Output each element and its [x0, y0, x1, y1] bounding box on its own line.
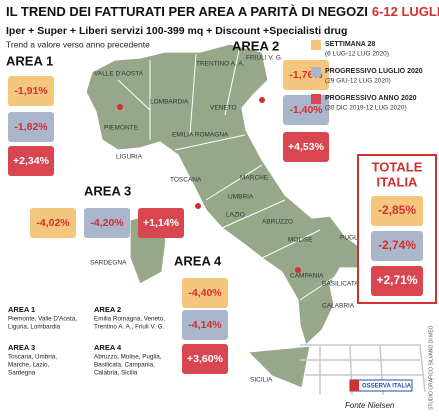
credit: STUDIO GRAFICO SILVANO DI MEO: [428, 325, 434, 410]
italy-mainland: [85, 43, 393, 347]
value-label: -1,82%: [14, 121, 48, 133]
region-label: SARDEGNA: [90, 260, 127, 267]
total-title: ITALIA: [377, 174, 419, 189]
region-label: TRENTINO A. A.: [196, 61, 245, 68]
total-value: +2,71%: [376, 273, 417, 287]
footnote-title: AREA 2: [94, 305, 121, 314]
value-box: [283, 132, 329, 162]
region-label: PIEMONTE: [104, 125, 139, 132]
value-label: +4,53%: [288, 141, 325, 153]
region-label: BASILICATA: [322, 281, 359, 288]
value-label: -4,14%: [188, 319, 222, 331]
footnote-text: Calabria, Sicilia: [94, 370, 138, 377]
region-label: LOMBARDIA: [150, 99, 189, 106]
legend-label: SETTIMANA 28: [325, 41, 375, 48]
region-label: TOSCANA: [170, 177, 202, 184]
region-label: ABRUZZO: [262, 219, 293, 226]
region-label: CAMPANIA: [290, 273, 324, 280]
legend-period: (29 GIU-12 LUG 2020): [325, 78, 391, 85]
legend-period: (30 DIC 2019-12 LUG 2020): [325, 105, 407, 112]
total-value-box: [371, 231, 423, 261]
footnote-text: Piemonte, Valle D'Aosta,: [8, 316, 77, 323]
value-label: -4,02%: [36, 217, 70, 229]
footnote-title: AREA 1: [8, 305, 35, 314]
footnote-title: AREA 3: [8, 343, 35, 352]
title-date: 6-12 LUGLIO 2020: [372, 4, 439, 19]
sicily: [246, 345, 311, 389]
area-label: AREA 3: [84, 183, 131, 198]
footnote-text: Basilicata, Campania,: [94, 362, 155, 369]
region-label: FRIULI V. G.: [246, 55, 283, 62]
footnote-text: Liguria, Lombardia: [8, 324, 61, 331]
region-label: SICILIA: [250, 377, 273, 384]
region-label: MARCHE: [240, 175, 269, 182]
value-box: [30, 208, 76, 238]
cart-decoration: [300, 344, 426, 396]
value-box: [8, 112, 54, 142]
region-label: EMILIA ROMAGNA: [172, 132, 229, 139]
value-label: +3,60%: [187, 353, 224, 365]
value-label: -4,20%: [90, 217, 124, 229]
footnote-text: Emilia Romagna, Veneto,: [94, 316, 165, 323]
region-label: VENETO: [210, 105, 237, 112]
region-label: UMBRIA: [228, 194, 254, 201]
footnotes: AREA 1 Piemonte, Valle D'Aosta,Liguria, L…: [8, 305, 165, 377]
title: IL TREND DEI FATTURATI PER AREA A PARITÀ…: [6, 4, 439, 19]
value-box: [138, 208, 184, 238]
area-label: AREA 4: [174, 253, 222, 268]
region-label: VALLE D'AOSTA: [94, 71, 144, 78]
logo-text: OSSERVA ITALIA: [362, 384, 412, 390]
legend-swatch: [311, 94, 321, 104]
total-title: TOTALE: [372, 159, 423, 174]
region-label: PUGLIA: [340, 235, 365, 242]
value-label: +1,14%: [143, 217, 180, 229]
legend-swatch: [311, 67, 321, 77]
value-box: [8, 146, 54, 176]
region-labels: VALLE D'AOSTA LOMBARDIA TRENTINO A. A.FRIU…: [90, 55, 365, 384]
region-borders: [117, 45, 346, 301]
area-marker: [295, 267, 301, 273]
value-label: -4,40%: [188, 287, 222, 299]
region-label: MOLISE: [288, 237, 313, 244]
note: Trend a valore verso anno precedente: [6, 39, 150, 49]
logo-icon: [350, 380, 359, 391]
area-label: AREA 1: [6, 53, 53, 68]
region-label: LIGURIA: [116, 154, 143, 161]
total-value-box: [371, 196, 423, 226]
footnote-text: Trentino A. A., Friuli V. G.: [94, 324, 164, 331]
area-marker: [117, 104, 123, 110]
value-label: +2,34%: [13, 155, 50, 167]
title-main: IL TREND DEI FATTURATI PER AREA A PARITÀ…: [6, 4, 368, 19]
value-box: [182, 310, 228, 340]
subtitle: Iper + Super + Liberi servizi 100-399 mq…: [6, 25, 347, 37]
area-label: AREA 2: [232, 38, 279, 53]
value-box: [84, 208, 130, 238]
total-value-box: [371, 266, 423, 296]
footnote-text: Abruzzo, Molise, Puglia,: [94, 354, 162, 361]
area-marker: [259, 97, 265, 103]
area-marker: [195, 203, 201, 209]
legend-label: PROGRESSIVO ANNO 2020: [325, 95, 417, 102]
value-label: -1,91%: [14, 85, 48, 97]
footnote-text: Toscana, Umbria,: [8, 354, 57, 361]
value-box: [182, 278, 228, 308]
total-values: -2,85% -2,74% +2,71%: [371, 196, 423, 296]
legend-swatch: [311, 40, 321, 50]
legend: SETTIMANA 28 (6 LUG-12 LUG 2020) PROGRESSI…: [311, 40, 423, 112]
value-label: -1,40%: [289, 104, 323, 116]
footnote-text: Marche, Lazio,: [8, 362, 50, 369]
total-value: -2,74%: [378, 238, 416, 252]
total-value: -2,85%: [378, 203, 416, 217]
footnote-text: Sardegna: [8, 370, 36, 377]
legend-label: PROGRESSIVO LUGLIO 2020: [325, 68, 423, 75]
value-box: [8, 76, 54, 106]
region-label: LAZIO: [226, 212, 245, 219]
areas: AREA 1-1,91%-1,82%+2,34%AREA 2-1,76%-1,4…: [6, 38, 329, 374]
legend-period: (6 LUG-12 LUG 2020): [325, 51, 389, 58]
region-label: CALABRIA: [322, 303, 355, 310]
value-box: [182, 344, 228, 374]
source: Fonte Nielsen: [345, 401, 395, 410]
footnote-title: AREA 4: [94, 343, 122, 352]
